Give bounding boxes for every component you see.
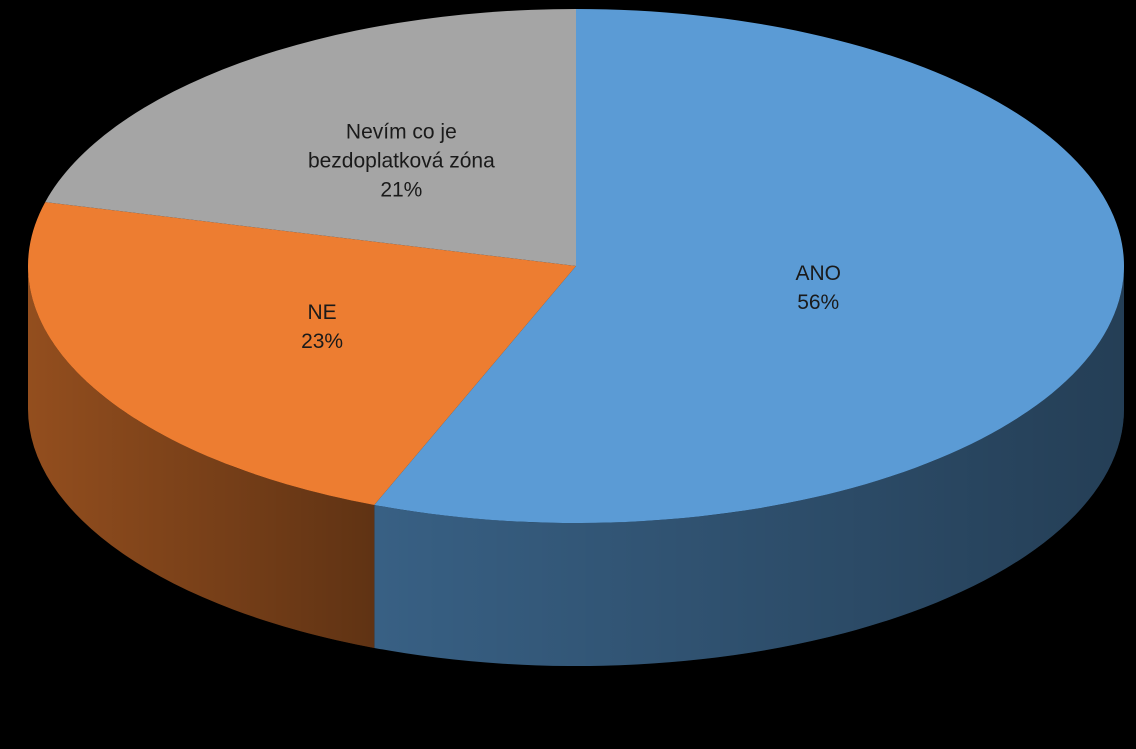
data-label-category: NE <box>308 301 337 324</box>
chart-area: ANO 56% NE 23% Nevím co je bezdoplatková zóna… <box>8 9 1132 742</box>
data-labels: ANO 56% NE 23% Nevím co je bezdoplatková zóna… <box>301 120 841 353</box>
data-label-category: Nevím co je <box>346 120 457 143</box>
data-label-nevim-co-je-bezdoplatkova-zona: Nevím co je bezdoplatková zóna 21% <box>308 120 495 201</box>
data-label-ano: ANO 56% <box>795 262 841 314</box>
pie-slice-ne <box>27 202 576 505</box>
pie-chart: ANO 56% NE 23% Nevím co je bezdoplatková zóna… <box>27 9 1125 667</box>
pie-slice-nevim-co-je-bezdoplatkova-zona <box>45 9 576 266</box>
data-label-category: ANO <box>795 262 841 285</box>
data-label-percent: 23% <box>301 330 343 353</box>
pie-tops <box>27 9 1125 523</box>
pie-side-shade-ne <box>28 266 375 648</box>
pie-side-shade-ano <box>374 266 1125 667</box>
pie-sides <box>28 266 1125 667</box>
data-label-ne: NE 23% <box>301 301 343 353</box>
data-label-percent: 56% <box>797 291 839 314</box>
data-label-percent: 21% <box>380 178 422 201</box>
pie-slice-ano <box>374 9 1125 523</box>
data-label-category: bezdoplatková zóna <box>308 149 495 172</box>
